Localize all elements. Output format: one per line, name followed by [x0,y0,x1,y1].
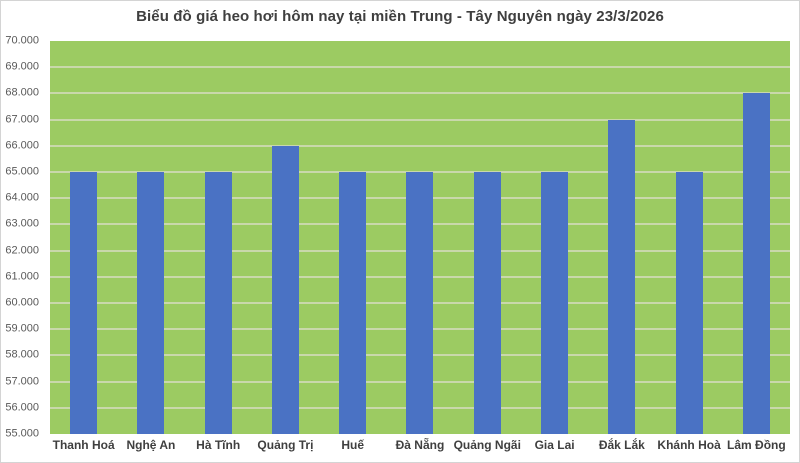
gridline [50,118,790,121]
y-tick-label: 55.000 [5,427,39,440]
bar-slot [252,41,319,434]
bar-0 [70,172,98,434]
bar-slot [50,41,117,434]
y-tick-label: 67.000 [5,113,39,126]
x-category-label: Gia Lai [534,438,575,452]
bar-6 [473,172,501,434]
gridline [50,144,790,147]
x-category-label: Đà Nẵng [395,438,445,452]
bar-8 [608,119,636,434]
y-axis: 55.000 56.000 57.000 58.000 59.000 60.000 61.0… [1,35,44,439]
y-tick-label: 63.000 [5,217,39,230]
bar-4 [339,172,367,434]
gridline [50,92,790,95]
x-category-label: Lâm Đồng [727,438,786,452]
y-tick-label: 62.000 [5,244,39,257]
y-tick-label: 60.000 [5,296,39,309]
bar-2 [204,172,232,434]
plot-area [50,41,790,434]
bar-slot [454,41,521,434]
x-category-label: Huế [341,438,365,452]
bar-slot [655,41,722,434]
bar-5 [406,172,434,434]
bar-slot [521,41,588,434]
x-axis: Thanh Hoá Nghệ An Hà Tĩnh Quảng Trị Huế Đà Nẵ… [50,438,790,460]
y-tick-label: 59.000 [5,322,39,335]
bar-1 [137,172,165,434]
bar-slot [723,41,790,434]
y-tick-label: 64.000 [5,191,39,204]
bar-7 [540,172,568,434]
y-tick-label: 56.000 [5,401,39,414]
y-tick-label: 65.000 [5,165,39,178]
x-category-label: Quảng Trị [257,438,314,452]
y-tick-label: 61.000 [5,270,39,283]
x-category-label: Khánh Hoà [657,438,721,452]
y-tick-label: 58.000 [5,348,39,361]
x-category-label: Quảng Ngãi [453,438,521,452]
y-tick-label: 57.000 [5,375,39,388]
y-tick-label: 66.000 [5,139,39,152]
x-category-label: Hà Tĩnh [196,438,241,452]
bar-slot [185,41,252,434]
y-tick-label: 69.000 [5,60,39,73]
chart-title: Biểu đồ giá heo hơi hôm nay tại miền Tru… [136,8,664,25]
y-tick-label: 68.000 [5,86,39,99]
x-category-label: Thanh Hoá [52,438,115,452]
bar-3 [271,145,299,434]
bar-slot [588,41,655,434]
gridline [50,66,790,69]
y-tick-label: 70.000 [5,34,39,47]
bar-slot [117,41,184,434]
x-category-label: Đắk Lắk [598,438,645,452]
bars-row [50,41,790,434]
bar-slot [386,41,453,434]
bar-10 [742,93,770,434]
x-category-label: Nghệ An [126,438,176,452]
bar-slot [319,41,386,434]
bar-9 [675,172,703,434]
